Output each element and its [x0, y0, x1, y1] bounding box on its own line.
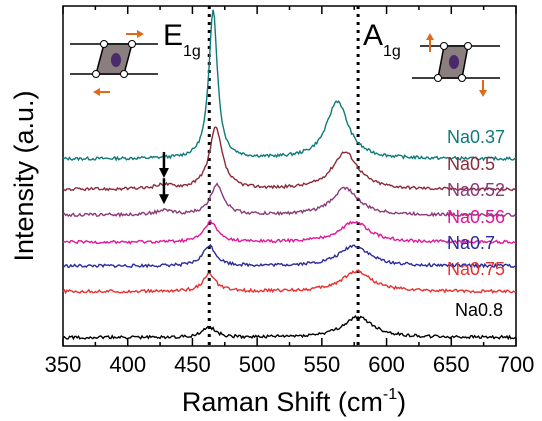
series-label-na07: Na0.7	[447, 233, 495, 253]
series-label-na037: Na0.37	[447, 127, 505, 147]
series-line-na075	[62, 269, 517, 295]
series-line-na08	[62, 314, 517, 341]
x-tick-label-500: 500	[239, 352, 276, 377]
x-tick-label-400: 400	[109, 352, 146, 377]
series-label-na05: Na0.5	[447, 154, 495, 174]
x-tick-marks	[62, 6, 517, 346]
e1g-schematic-icon	[70, 30, 158, 96]
annotation-arrow-1	[158, 152, 169, 179]
series-label-na052: Na0.52	[447, 180, 505, 200]
series-line-na056	[62, 219, 517, 245]
a1g-schematic-icon	[412, 33, 500, 97]
series-label-na08: Na0.8	[455, 300, 503, 320]
series-group	[62, 9, 517, 341]
series-label-na075: Na0.75	[447, 259, 505, 279]
arrow-head	[158, 194, 169, 205]
series-line-na037	[62, 9, 517, 162]
x-axis-title-sup: -1	[383, 386, 397, 403]
arrow-head	[158, 168, 169, 179]
annotation-arrow-2	[158, 178, 169, 205]
series-line-na05	[62, 126, 517, 193]
y-axis-title: Intensity (a.u.)	[9, 90, 39, 261]
x-tick-label-350: 350	[45, 352, 82, 377]
series-line-na07	[62, 243, 517, 269]
e1g-label-sub: 1g	[183, 43, 201, 60]
x-tick-label-450: 450	[174, 352, 211, 377]
series-label-na056: Na0.56	[447, 207, 505, 227]
x-axis-title-close: )	[397, 387, 406, 417]
e1g-label: E1g	[163, 19, 201, 60]
x-tick-label-550: 550	[303, 352, 340, 377]
x-axis-title: Raman Shift (cm-1)	[182, 386, 406, 417]
x-tick-label-600: 600	[368, 352, 405, 377]
x-tick-label-700: 700	[498, 352, 535, 377]
e1g-label-main: E	[163, 19, 183, 52]
series-labels: Na0.37 Na0.5 Na0.52 Na0.56 Na0.7 Na0.75 …	[447, 127, 505, 320]
x-axis-title-main: Raman Shift (cm	[182, 387, 383, 417]
a1g-label: A1g	[363, 19, 401, 60]
x-axis: 350 400 450 500 550 600 650 700	[45, 6, 535, 377]
a1g-label-sub: 1g	[383, 43, 401, 60]
series-line-na052	[62, 182, 517, 218]
x-tick-label-650: 650	[433, 352, 470, 377]
a1g-label-main: A	[363, 19, 383, 52]
